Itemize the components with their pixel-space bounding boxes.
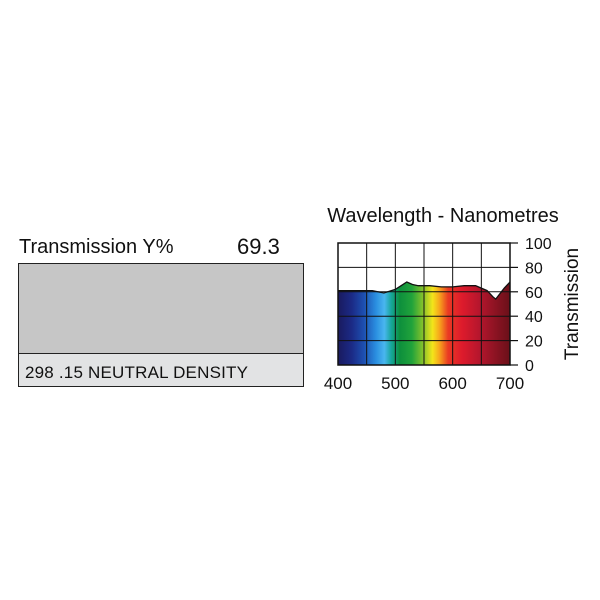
chart-title: Wavelength - Nanometres <box>327 205 559 227</box>
plot-frame <box>337 242 511 366</box>
x-tick-label: 700 <box>496 374 524 393</box>
transmission-value: 69.3 <box>237 234 280 259</box>
y-tick-label: 80 <box>525 260 543 277</box>
y-tick-label: 0 <box>525 358 534 375</box>
transmission-line <box>338 281 510 301</box>
x-tick-label: 500 <box>381 374 409 393</box>
y-tick-label: 20 <box>525 334 543 351</box>
y-tick-label: 40 <box>525 309 543 326</box>
transmission-label: Transmission Y% <box>19 236 174 258</box>
color-swatch <box>19 264 303 354</box>
x-tick-label: 600 <box>438 374 466 393</box>
x-tick-label: 400 <box>324 374 352 393</box>
filter-name: 298 .15 NEUTRAL DENSITY <box>25 363 249 382</box>
y-tick-label: 60 <box>525 285 543 302</box>
y-axis-label: Transmission <box>562 248 583 360</box>
y-tick-label: 100 <box>525 236 552 253</box>
filter-swatch-card: 298 .15 NEUTRAL DENSITY <box>18 263 304 387</box>
